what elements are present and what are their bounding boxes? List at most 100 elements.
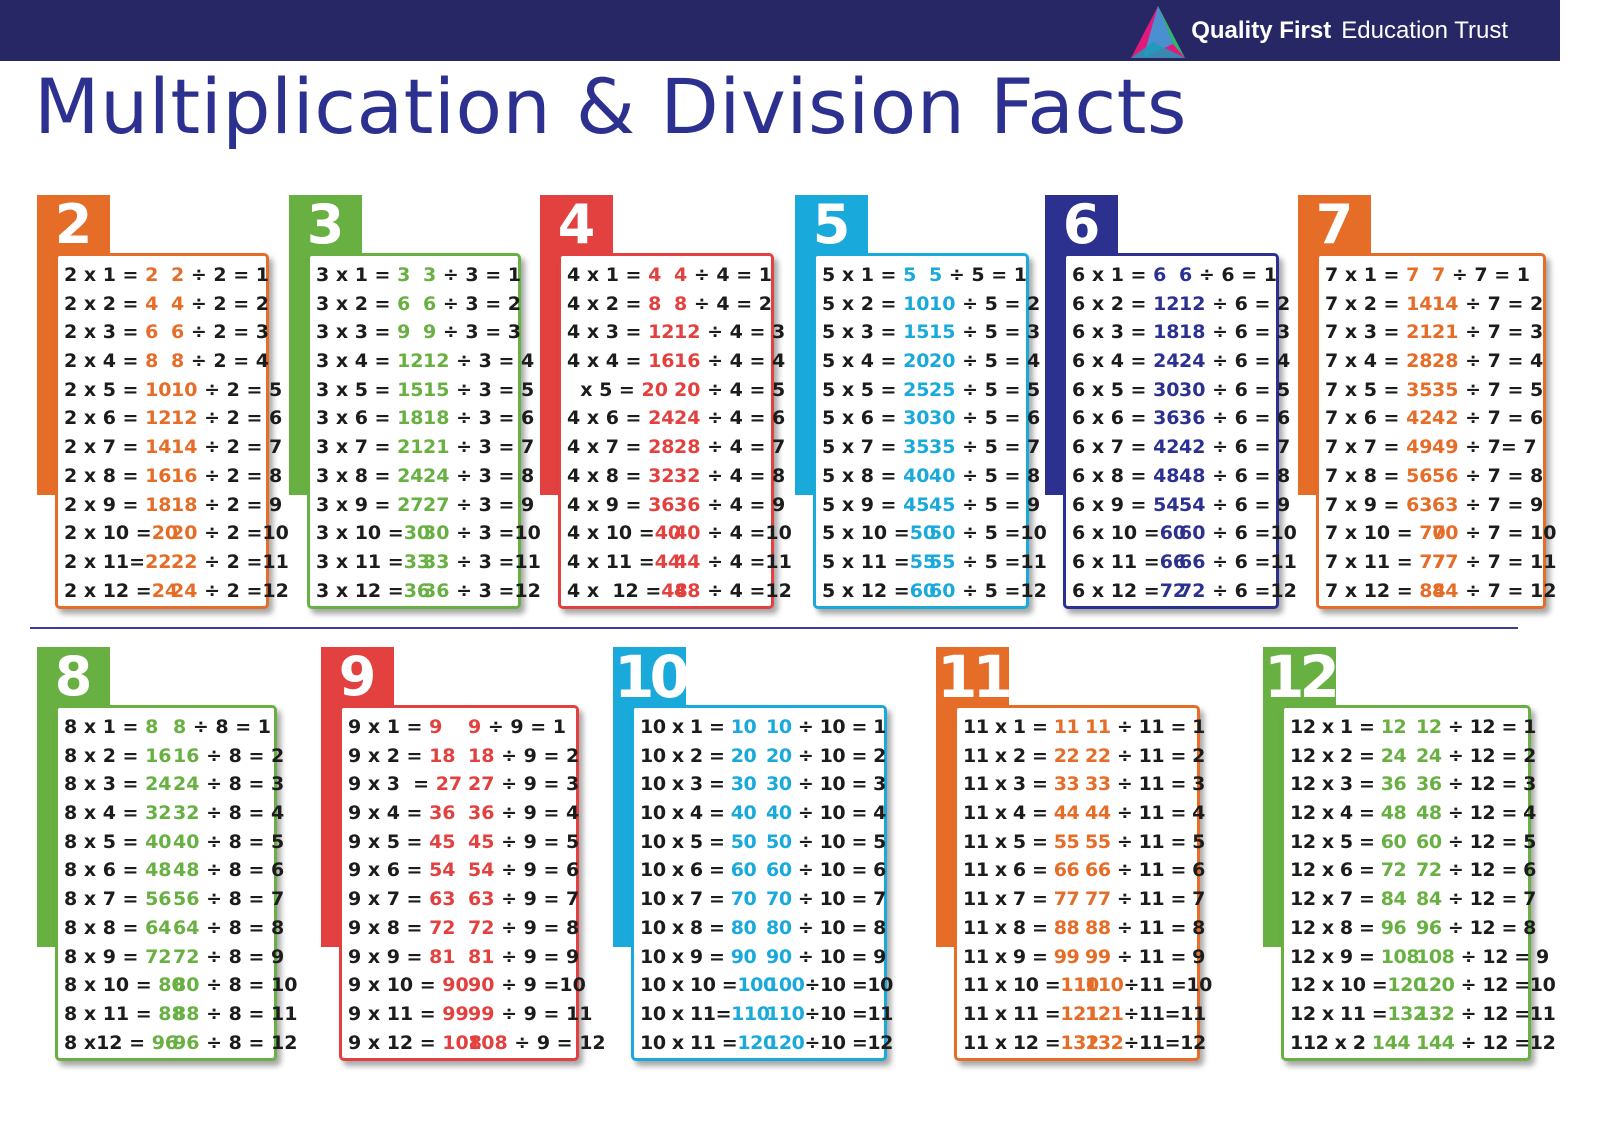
multiplication-fact: 4 x 9 = 36 bbox=[567, 491, 675, 520]
division-fact: 77 ÷ 7 = 11 bbox=[1432, 548, 1556, 577]
dividend-value: 33 bbox=[1085, 773, 1111, 796]
dividend-value: 6 bbox=[423, 292, 437, 315]
division-fact: 30 ÷ 10 = 3 bbox=[766, 770, 886, 799]
division-expression: ÷ 6 = 4 bbox=[1205, 350, 1291, 373]
multiplication-expression: 11 x 3 = bbox=[963, 773, 1054, 796]
division-fact: 32 ÷ 8 = 4 bbox=[173, 799, 284, 828]
fact-row: 7 x 11 = 77 77 ÷ 7 = 11 bbox=[1325, 548, 1556, 577]
division-expression: ÷ 11 = 3 bbox=[1110, 773, 1206, 796]
dividend-value: 99 bbox=[1085, 945, 1111, 968]
multiplication-fact: 8 x 5 = 40 bbox=[64, 828, 172, 857]
multiplication-expression: 6 x 11 = bbox=[1072, 550, 1160, 573]
product-value: 60 bbox=[909, 579, 937, 602]
multiplication-expression: 9 x 6 = bbox=[348, 859, 430, 882]
division-expression: ÷ 11 = 4 bbox=[1110, 802, 1206, 825]
multiplication-expression: 7 x 8 = bbox=[1325, 464, 1407, 487]
fact-row: 12 x 9 = 108 108 ÷ 12 = 9 bbox=[1290, 943, 1549, 972]
fact-row: 5 x 12 =60 60 ÷ 5 =12 bbox=[822, 577, 1047, 606]
multiplication-expression: 12 x 10 = bbox=[1290, 974, 1388, 997]
product-value: 99 bbox=[442, 1002, 469, 1025]
multiplication-expression: 12 x 8 = bbox=[1290, 916, 1381, 939]
multiplication-fact: 12 x 3 = 36 bbox=[1290, 770, 1407, 799]
multiplication-expression: 9 x 4 = bbox=[348, 802, 430, 825]
dividend-value: 15 bbox=[423, 378, 450, 401]
dividend-value: 21 bbox=[1432, 321, 1459, 344]
division-fact: 121÷11=11 bbox=[1085, 1000, 1206, 1029]
division-expression: ÷ 12 = 1 bbox=[1441, 716, 1537, 738]
fact-row: 7 x 4 = 28 28 ÷ 7 = 4 bbox=[1325, 347, 1543, 376]
division-fact: 20 ÷ 5 = 4 bbox=[929, 347, 1040, 376]
division-fact: 80 ÷ 8 = 10 bbox=[173, 971, 297, 1000]
multiplication-expression: 5 x 4 = bbox=[822, 350, 904, 373]
multiplication-expression: 7 x 9 = bbox=[1325, 493, 1407, 516]
multiplication-fact: 4 x 10 =40 bbox=[567, 519, 681, 548]
fact-row: 9 x 12 = 108 108 ÷ 9 = 12 bbox=[348, 1029, 606, 1058]
fact-row: 10 x 10 =100 100÷10 =10 bbox=[640, 971, 893, 1000]
product-value: 108 bbox=[442, 1031, 482, 1054]
fact-row: 11 x 8 = 88 88 ÷ 11 = 8 bbox=[963, 914, 1205, 943]
division-fact: 7 ÷ 7 = 1 bbox=[1432, 261, 1530, 290]
dividend-value: 54 bbox=[1179, 493, 1206, 516]
division-expression: ÷10 =11 bbox=[804, 1002, 894, 1025]
fact-row: 4 x 7 = 28 28 ÷ 4 = 7 bbox=[567, 433, 785, 462]
product-value: 36 bbox=[429, 802, 456, 825]
division-expression: ÷ 5 = 6 bbox=[955, 407, 1041, 430]
division-fact: 132÷11=12 bbox=[1085, 1029, 1206, 1058]
dividend-value: 40 bbox=[929, 464, 956, 487]
dividend-value: 30 bbox=[423, 522, 450, 545]
division-expression: ÷ 3 =10 bbox=[449, 522, 541, 545]
multiplication-fact: 3 x 5 = 15 bbox=[316, 376, 424, 405]
division-fact: 50 ÷ 10 = 5 bbox=[766, 828, 886, 857]
dividend-value: 12 bbox=[674, 321, 701, 344]
product-value: 24 bbox=[397, 464, 424, 487]
division-fact: 22 ÷ 11 = 2 bbox=[1085, 742, 1205, 771]
multiplication-expression: 4 x 11 = bbox=[567, 550, 655, 573]
division-fact: 16 ÷ 8 = 2 bbox=[173, 742, 284, 771]
multiplication-fact: 4 x 3 = 12 bbox=[567, 318, 675, 347]
multiplication-expression: 8 x 9 = bbox=[64, 945, 146, 968]
division-fact: 40 ÷ 4 =10 bbox=[674, 519, 792, 548]
division-fact: 10 ÷ 5 = 2 bbox=[929, 290, 1040, 319]
product-value: 10 bbox=[730, 716, 757, 738]
product-value: 90 bbox=[730, 945, 757, 968]
multiplication-expression: 12 x 9 = bbox=[1290, 945, 1381, 968]
division-fact: 6 ÷ 3 = 2 bbox=[423, 290, 521, 319]
dividend-value: 24 bbox=[171, 579, 198, 602]
division-expression: ÷ 9 = 6 bbox=[494, 859, 580, 882]
division-expression: ÷ 4 = 3 bbox=[700, 321, 786, 344]
division-fact: 35 ÷ 5 = 7 bbox=[929, 433, 1040, 462]
dividend-value: 22 bbox=[1085, 744, 1111, 767]
dividend-value: 70 bbox=[766, 888, 792, 911]
fact-row: 11 x 4 = 44 44 ÷ 11 = 4 bbox=[963, 799, 1205, 828]
multiplication-expression: 8 x 4 = bbox=[64, 802, 146, 825]
division-fact: 42 ÷ 6 = 7 bbox=[1179, 433, 1290, 462]
fact-row: 9 x 10 = 90 90 ÷ 9 =10 bbox=[348, 971, 586, 1000]
multiplication-expression: 112 x 2 bbox=[1290, 1031, 1372, 1054]
product-value: 108 bbox=[1380, 945, 1420, 968]
fact-row: 4 x 10 =40 40 ÷ 4 =10 bbox=[567, 519, 792, 548]
dividend-value: 27 bbox=[468, 773, 495, 796]
division-fact: 81 ÷ 9 = 9 bbox=[468, 943, 579, 972]
division-expression: ÷ 3 = 3 bbox=[436, 321, 521, 344]
product-value: 70 bbox=[1419, 522, 1446, 545]
division-expression: ÷ 3 = 5 bbox=[449, 378, 535, 401]
dividend-value: 66 bbox=[1085, 859, 1111, 882]
division-expression: ÷11 =10 bbox=[1123, 974, 1213, 997]
division-expression: ÷ 12 = 4 bbox=[1441, 802, 1537, 825]
product-value: 81 bbox=[429, 945, 456, 968]
product-value: 56 bbox=[145, 888, 172, 911]
division-fact: 33 ÷ 3 =11 bbox=[423, 548, 541, 577]
division-fact: 12 ÷ 3 = 4 bbox=[423, 347, 534, 376]
division-expression: ÷ 4 =11 bbox=[700, 550, 792, 573]
product-value: 12 bbox=[145, 407, 172, 430]
multiplication-expression: 5 x 10 = bbox=[822, 522, 910, 545]
division-fact: 66 ÷ 6 =11 bbox=[1179, 548, 1297, 577]
division-fact: 12 ÷ 4 = 3 bbox=[674, 318, 785, 347]
dividend-value: 18 bbox=[423, 407, 450, 430]
product-value: 60 bbox=[730, 859, 757, 882]
product-value: 90 bbox=[442, 974, 469, 997]
multiplication-fact: 11 x 11 =121 bbox=[963, 1000, 1099, 1029]
